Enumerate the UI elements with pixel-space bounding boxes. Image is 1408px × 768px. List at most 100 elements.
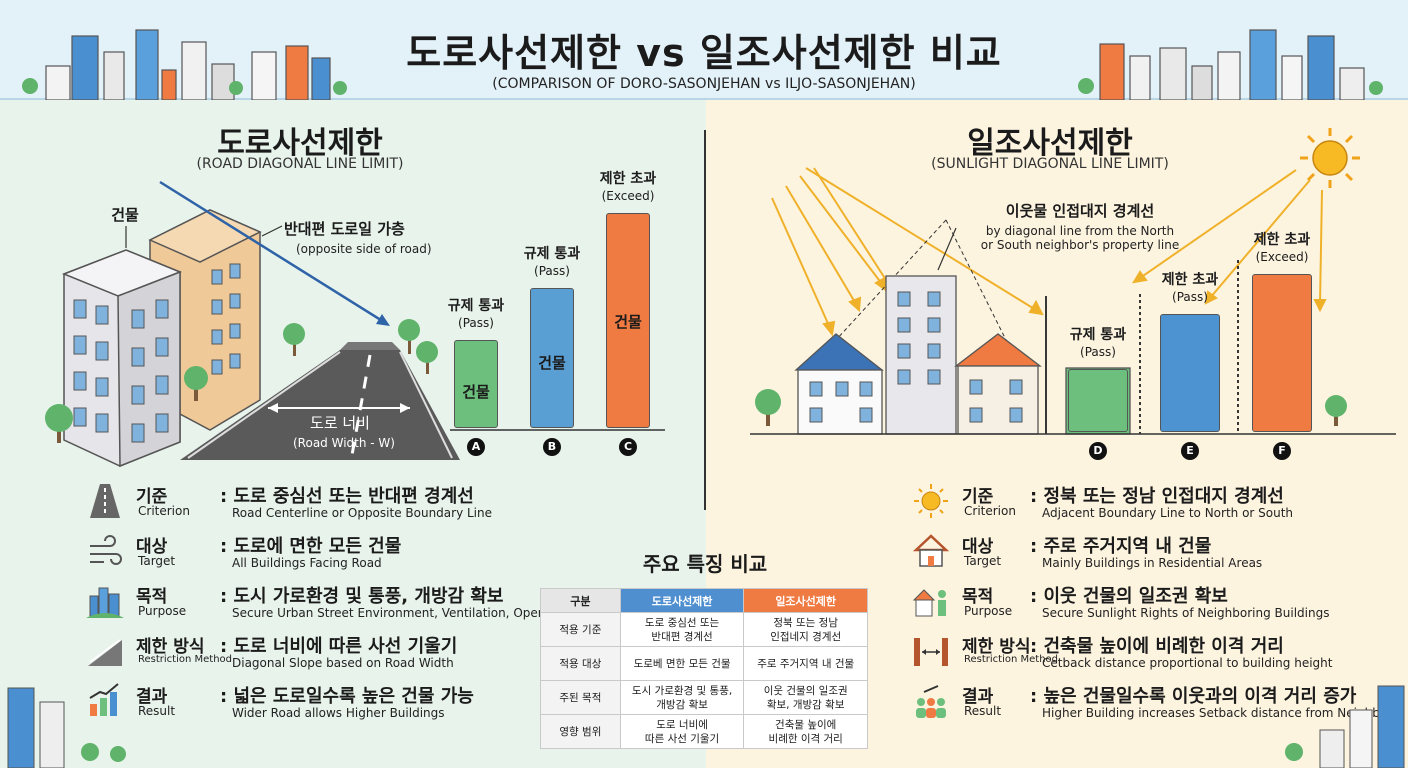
bar-status-en-A: (Pass) (458, 316, 494, 330)
row-value-en: Diagonal Slope based on Road Width (232, 656, 454, 670)
neighbor-boundary-sub2: or South neighbor's property line (980, 238, 1180, 252)
row-label-en: Target (964, 554, 1002, 568)
right-feature-list: 기준 Criterion: 정북 또는 정남 인접대지 경계선 Adjacent B… (912, 482, 1402, 732)
row-value: : 이웃 건물의 일조권 확보 (1030, 586, 1228, 607)
comparison-table: 구분 도로사선제한 일조사선제한 적용 기준 도로 중심선 또는 반대편 경계선 정북 또는… (540, 588, 868, 749)
bar-F (1252, 274, 1312, 432)
bar-badge-E: E (1181, 442, 1199, 460)
row-label-en: Restriction Method (964, 654, 1059, 665)
table-header-cell: 도로사선제한 (619, 588, 745, 613)
table-cell-line: 주로 주거지역 내 건물 (757, 657, 855, 670)
bar-status-en-D: (Pass) (1080, 345, 1116, 359)
table-cell-line: 도로베 면한 모든 건물 (633, 657, 731, 670)
row-value: : 도시 가로환경 및 통풍, 개방감 확보 (220, 586, 504, 607)
person-house-icon (912, 582, 950, 620)
bar-D (1068, 369, 1128, 432)
table-cell: 도시 가로환경 및 통풍, 개방감 확보 (619, 680, 745, 715)
table-cell-line: 따른 사선 기울기 (644, 732, 720, 745)
growth-chart-icon (86, 682, 124, 720)
bar-status-C: 제한 초과 (599, 171, 657, 187)
right-section-subtitle: (SUNLIGHT DIAGONAL LINE LIMIT) (931, 156, 1169, 172)
row-value: : 넓은 도로일수록 높은 건물 가능 (220, 686, 474, 707)
bar-status-en-F: (Exceed) (1255, 250, 1309, 264)
left-section-title: 도로사선제한 (217, 126, 383, 161)
bar-text-C: 건물 (614, 312, 642, 331)
row-value-en: Cetback distance proportional to buildin… (1042, 656, 1333, 670)
row-label-en: Purpose (138, 604, 187, 618)
table-cell-line: 인접네지 경계선 (770, 630, 842, 643)
building-label: 건물 (111, 206, 139, 224)
row-label-en: Criterion (138, 504, 190, 518)
row-value: : 주로 주거지역 내 건물 (1030, 536, 1212, 557)
bar-status-D: 규제 통과 (1069, 327, 1127, 343)
left-section-subtitle: (ROAD DIAGONAL LINE LIMIT) (196, 156, 404, 172)
tree-icons (45, 319, 438, 443)
table-cell: 영향 범위 (540, 714, 621, 749)
table-cell-line: 비례한 이격 거리 (768, 732, 843, 745)
table-cell-line: 정북 또는 정남 (773, 616, 838, 629)
bar-status-en-C: (Exceed) (601, 189, 655, 203)
table-header-cell: 구분 (540, 588, 621, 613)
sunlight-limit-illustration (750, 128, 1396, 435)
wind-icon (86, 532, 124, 570)
bar-status-B: 규제 통과 (523, 246, 581, 262)
right-section-title: 일조사선제한 (967, 126, 1133, 161)
row-label-en: Result (964, 704, 1002, 718)
road-icon (86, 482, 124, 520)
table-cell: 주로 주거지역 내 건물 (743, 646, 868, 681)
footer-left-skyline (7, 687, 126, 768)
bar-text-B: 건물 (538, 354, 566, 372)
row-value: : 정북 또는 정남 인접대지 경계선 (1030, 486, 1284, 507)
bar-status-en-E: (Pass) (1172, 290, 1208, 304)
table-cell-line: 이웃 건물의 일조권 (763, 684, 848, 697)
road-surface (180, 350, 460, 460)
opposite-road-label: 반대편 도로일 가층 (284, 220, 405, 238)
row-value: : 건축물 높이에 비례한 이격 거리 (1030, 636, 1284, 657)
table-cell-line: 반대편 경계선 (651, 630, 713, 643)
sun-icon (1300, 128, 1360, 188)
table-row: 적용 기준 도로 중심선 또는 반대편 경계선 정북 또는 정남 인접네지 경계선 (540, 612, 868, 647)
road-limit-illustration (45, 180, 665, 468)
row-label-en: Restriction Method (138, 654, 233, 665)
row-label: 기준 (962, 487, 994, 507)
house-icon (912, 532, 950, 570)
table-cell-line: 개방감 확보 (656, 698, 708, 711)
bar-E (1160, 314, 1220, 432)
opposite-road-sublabel: (opposite side of road) (296, 242, 432, 256)
table-cell-line: 적용 대상 (559, 657, 602, 670)
row-label: 결과 (136, 687, 168, 707)
row-label: 결과 (962, 687, 994, 707)
comparison-table-wrapper: 구분 도로사선제한 일조사선제한 적용 기준 도로 중심선 또는 반대편 경계선 정북 또는… (540, 588, 870, 749)
neighbor-boundary-sub1: by diagonal line from the North (985, 224, 1175, 238)
row-value-en: Adjacent Boundary Line to North or South (1042, 506, 1294, 520)
row-value-en: Secure Sunlight Rights of Neighboring Bu… (1042, 606, 1330, 620)
table-cell-line: 적용 기준 (559, 623, 602, 636)
table-cell: 도로베 면한 모든 건물 (619, 646, 745, 681)
table-cell: 도로 너비에 따른 사선 기울기 (619, 714, 745, 749)
bar-text-A: 건물 (462, 382, 490, 401)
footer-right-skyline (1285, 685, 1405, 768)
table-cell: 주된 목적 (540, 680, 621, 715)
setback-icon (912, 632, 950, 670)
bar-status-A: 규제 통과 (447, 298, 505, 314)
table-cell-line: 건축물 높이에 (775, 718, 837, 731)
table-cell: 건축물 높이에 비례한 이격 거리 (743, 714, 868, 749)
people-icon (912, 682, 950, 720)
table-cell-line: 도로 중심선 또는 (644, 616, 720, 629)
left-bar-group: 건물 규제 통과 (Pass) A 건물 규제 통과 (Pass) B 건물 제한 초과 (Exce… (440, 170, 680, 456)
table-row: 적용 대상 도로베 면한 모든 건물 주로 주거지역 내 건물 (540, 646, 868, 681)
row-label: 제한 방식 (962, 637, 1031, 657)
bar-C: 건물 (606, 213, 650, 428)
bar-badge-A: A (467, 438, 485, 456)
bar-status-F: 제한 초과 (1253, 232, 1311, 248)
row-label: 기준 (136, 487, 168, 507)
diagonal-limit-arrow (159, 180, 385, 324)
row-label-en: Result (138, 704, 176, 718)
table-cell-line: 도로 너비에 (656, 718, 708, 731)
row-label: 목적 (962, 587, 994, 607)
table-cell-line: 영향 범위 (559, 725, 602, 738)
city-icon (86, 582, 124, 620)
table-cell: 도로 중심선 또는 반대편 경계선 (619, 612, 745, 647)
main-subtitle: (COMPARISON OF DORO-SASONJEHAN vs ILJO-S… (492, 76, 916, 92)
row-value-en: Mainly Buildings in Residential Areas (1042, 556, 1263, 570)
